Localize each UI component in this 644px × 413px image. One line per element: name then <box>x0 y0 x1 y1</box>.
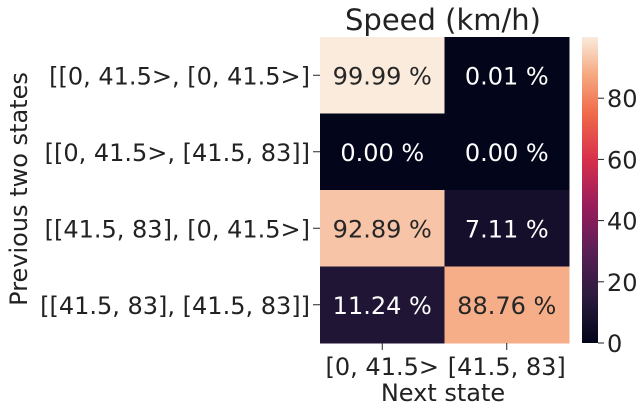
cell-label: 0.00 % <box>465 139 549 167</box>
colorbar <box>582 37 598 343</box>
colorbar-tick-label: 40 <box>607 208 638 236</box>
colorbar-tick-label: 20 <box>607 269 638 297</box>
y-tick-label: [[41.5, 83], [0, 41.5>] <box>45 215 310 243</box>
y-tick-label: [[0, 41.5>, [0, 41.5>] <box>49 62 310 90</box>
x-tick-label: [41.5, 83] <box>448 353 566 381</box>
heatmap-cells <box>320 37 570 344</box>
y-tick-label: [[0, 41.5>, [41.5, 83]] <box>45 139 310 167</box>
heatmap-cell <box>444 190 570 267</box>
colorbar-tick-label: 0 <box>607 330 622 358</box>
x-axis-ticks: [0, 41.5> [41.5, 83] <box>326 343 566 381</box>
cell-label: 92.89 % <box>333 215 432 243</box>
heatmap-cell-labels: 99.99 % 0.01 % 0.00 % 0.00 % 92.89 % 7.11 % 11… <box>333 62 557 320</box>
x-tick-label: [0, 41.5> <box>326 353 439 381</box>
heatmap-cell <box>444 37 570 114</box>
y-tick-label: [[41.5, 83], [41.5, 83]] <box>40 292 310 320</box>
colorbar-tick-label: 60 <box>607 146 638 174</box>
heatmap-cell <box>444 266 570 344</box>
heatmap-cell <box>320 190 445 267</box>
x-axis-label: Next state <box>381 379 505 407</box>
cell-label: 0.01 % <box>465 62 549 90</box>
y-axis-ticks: [[0, 41.5>, [0, 41.5>] [[0, 41.5>, [41.5,… <box>40 62 320 320</box>
heatmap-cell <box>320 37 445 114</box>
heatmap-cell <box>320 113 445 191</box>
cell-label: 0.00 % <box>340 139 424 167</box>
cell-label: 11.24 % <box>333 292 432 320</box>
chart-title: Speed (km/h) <box>345 3 541 37</box>
colorbar-ticks: 0 20 40 60 80 <box>598 85 638 358</box>
cell-label: 99.99 % <box>333 62 432 90</box>
cell-label: 88.76 % <box>457 292 556 320</box>
heatmap-cell <box>444 113 570 191</box>
heatmap-cell <box>320 266 445 344</box>
y-axis-label: Previous two states <box>5 72 33 306</box>
cell-label: 7.11 % <box>465 215 549 243</box>
colorbar-tick-label: 80 <box>607 85 638 113</box>
